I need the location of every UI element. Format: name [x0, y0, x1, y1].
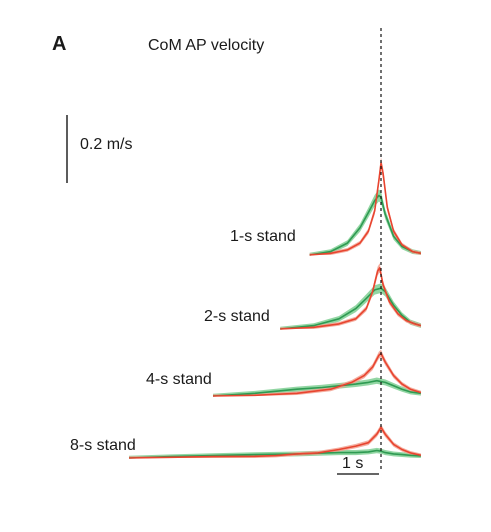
velocity-scale-label: 0.2 m/s — [80, 136, 132, 153]
trace-green-2s — [280, 287, 422, 330]
band-red-1s — [309, 157, 421, 255]
condition-label-2s: 2-s stand — [204, 308, 270, 325]
trace-green-4s — [212, 379, 422, 397]
condition-label-8s: 8-s stand — [70, 437, 136, 454]
trace-red-8s — [128, 426, 422, 459]
condition-label-4s: 4-s stand — [146, 371, 212, 388]
band-green-1s — [309, 189, 421, 255]
band-red-8s — [129, 424, 421, 458]
time-scale-label: 1 s — [342, 455, 363, 472]
chart-title: CoM AP velocity — [148, 37, 264, 54]
trace-green-8s — [128, 449, 421, 459]
trace-red-2s — [280, 267, 422, 330]
trace-green-1s — [309, 194, 422, 256]
panel-label: A — [52, 33, 66, 55]
condition-label-1s: 1-s stand — [230, 228, 296, 245]
traces-group — [128, 157, 422, 459]
band-red-2s — [280, 263, 421, 329]
trace-red-4s — [212, 352, 422, 397]
trace-red-1s — [309, 162, 422, 256]
band-red-4s — [213, 349, 421, 396]
